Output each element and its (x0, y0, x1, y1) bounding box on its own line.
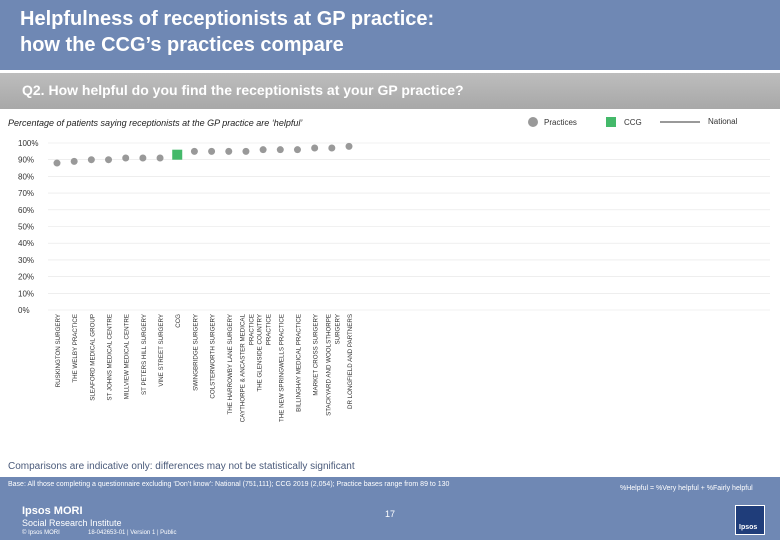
x-category-label: PRACTICE (266, 314, 273, 345)
copyright: © Ipsos MORI (22, 530, 60, 536)
title-band (0, 0, 780, 70)
question-text: Q2. How helpful do you find the receptio… (22, 82, 464, 98)
x-category-label: DR LONGFIELD AND PARTNERS (347, 314, 354, 409)
data-point (53, 159, 61, 167)
sri-logo-text: Social Research Institute (22, 518, 122, 528)
y-tick-label: 80% (18, 172, 34, 181)
x-category-label: STACKYARD AND WOOLSTHORPE (325, 314, 332, 416)
title-line-1: Helpfulness of receptionists at GP pract… (20, 8, 435, 30)
x-category-label: MARKET CROSS SURGERY (313, 314, 320, 396)
legend-national-marker (660, 120, 700, 123)
y-tick-label: 50% (18, 223, 34, 232)
x-category-label: SURGERY (334, 314, 341, 345)
chart: 0% 10% 20% 30% 40% 50% 60% 70% 80% 90% 100% RUSKING… (18, 139, 770, 422)
y-tick-label: 20% (18, 273, 34, 282)
x-category-label: SLEAFORD MEDICAL GROUP (89, 314, 96, 401)
data-point-ccg (172, 149, 183, 160)
title-line-2: how the CCG’s practices compare (20, 34, 344, 56)
y-tick-label: 30% (18, 256, 34, 265)
legend-ccg-label: CCG (624, 117, 642, 127)
base-note: Base: All those completing a questionnai… (8, 481, 450, 488)
data-point (190, 147, 198, 155)
comparison-note: Comparisons are indicative only: differe… (8, 461, 355, 472)
x-category-label: THE WELBY PRACTICE (72, 314, 79, 383)
x-category-label: ST PETERS HILL SURGERY (141, 314, 148, 395)
question-band (0, 73, 780, 109)
x-category-label: THE HARROWBY LANE SURGERY (227, 314, 234, 415)
x-category-label: CCG (175, 314, 182, 328)
data-point (328, 144, 336, 152)
data-point (311, 144, 319, 152)
data-point (345, 142, 353, 150)
x-category-label: PRACTICE (248, 314, 255, 345)
y-tick-label: 60% (18, 206, 34, 215)
data-point (276, 146, 284, 154)
y-tick-label: 0% (18, 306, 30, 315)
y-tick-label: 90% (18, 156, 34, 165)
y-tick-label: 100% (18, 139, 38, 148)
legend-practices: Practices (528, 117, 577, 127)
legend-ccg-marker (606, 117, 616, 127)
helpful-definition: %Helpful = %Very helpful + %Fairly helpf… (620, 485, 753, 492)
ipsos-logo: Ipsos (735, 505, 765, 535)
data-point (105, 156, 113, 164)
data-point (225, 147, 233, 155)
x-category-label: SWINGBRIDGE SURGERY (192, 314, 199, 391)
x-category-label: ST JOHNS MEDICAL CENTRE (107, 314, 114, 401)
page-number: 17 (385, 509, 396, 519)
legend-practices-label: Practices (544, 117, 577, 127)
data-point (293, 146, 301, 154)
chart-subtitle: Percentage of patients saying receptioni… (8, 118, 303, 128)
x-category-label: BILLINGHAY MEDICAL PRACTICE (295, 314, 302, 412)
y-tick-label: 40% (18, 239, 34, 248)
data-point (139, 154, 147, 162)
legend-national-label: National (708, 117, 738, 126)
data-point (122, 154, 130, 162)
x-category-label: RUSKINGTON SURGERY (55, 314, 62, 387)
footer-band (0, 477, 780, 540)
legend-practices-marker (528, 117, 538, 127)
x-category-label: VINE STREET SURGERY (158, 314, 165, 387)
data-point (87, 156, 95, 164)
x-category-label: MILLVIEW MEDICAL CENTRE (124, 314, 131, 399)
y-tick-label: 70% (18, 189, 34, 198)
ipsos-mori-logo: Ipsos MORI (22, 505, 83, 517)
data-point (242, 147, 250, 155)
x-category-label: THE NEW SPRINGWELLS PRACTICE (278, 314, 285, 422)
ipsos-logo-text: Ipsos (739, 524, 758, 531)
page-title: Helpfulness of receptionists at GP pract… (20, 6, 760, 58)
data-point (259, 146, 267, 154)
data-point (156, 154, 164, 162)
data-point (208, 147, 216, 155)
reference: 18-042653-01 | Version 1 | Public (88, 530, 177, 536)
legend-national: National (660, 117, 737, 126)
x-category-label: THE GLENSIDE COUNTRY (257, 314, 264, 392)
y-tick-label: 10% (18, 289, 34, 298)
legend-ccg: CCG (606, 117, 642, 127)
x-category-label: COLSTERWORTH SURGERY (210, 314, 217, 399)
x-category-label: CAYTHORPE & ANCASTER MEDICAL (239, 313, 246, 422)
data-point (70, 157, 78, 165)
